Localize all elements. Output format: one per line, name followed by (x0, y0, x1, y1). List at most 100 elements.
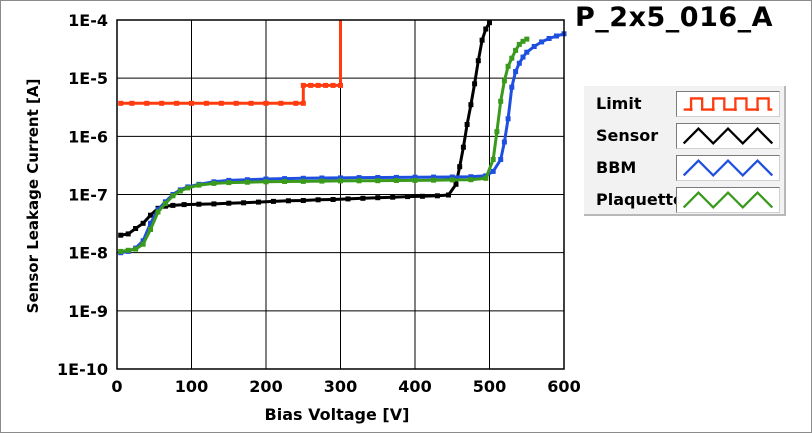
data-point (375, 175, 381, 180)
legend-label-sensor: Sensor (596, 126, 659, 145)
y-tick-label: 1E-5 (68, 69, 108, 88)
data-point (531, 44, 537, 49)
x-tick-label: 600 (547, 377, 580, 396)
y-axis-label: Sensor Leakage Current [A] (24, 79, 42, 314)
data-point (546, 36, 552, 41)
data-point (524, 36, 530, 42)
data-point (278, 100, 284, 106)
data-point (516, 41, 522, 47)
data-point (263, 179, 269, 185)
data-point (393, 178, 399, 183)
data-point (196, 182, 202, 188)
data-point (539, 39, 545, 45)
x-tick-label: 200 (249, 377, 282, 396)
data-point (170, 202, 176, 208)
data-point (162, 201, 168, 206)
data-point (498, 157, 504, 162)
data-point (356, 178, 362, 184)
x-tick-label: 300 (324, 377, 357, 396)
legend-swatch-bbm (676, 155, 780, 181)
data-point (233, 100, 239, 106)
x-tick-label: 500 (473, 377, 506, 396)
data-point (345, 196, 351, 202)
data-point (483, 26, 489, 32)
data-point (524, 49, 530, 55)
data-point (118, 248, 124, 254)
y-tick-label: 1E-9 (68, 302, 108, 321)
data-point (487, 20, 492, 26)
data-point (300, 198, 306, 203)
data-point (211, 180, 217, 186)
legend-swatch-sensor (676, 123, 780, 149)
data-point (118, 232, 124, 238)
data-point (501, 139, 507, 145)
chart-title: P_2x5_016_A (575, 2, 774, 33)
series-plaquette (118, 36, 530, 254)
legend-item-limit: Limit (584, 88, 784, 120)
legend-item-plaquette: Plaquette (584, 184, 784, 216)
data-point (226, 180, 232, 186)
data-point (509, 55, 515, 61)
data-point (509, 84, 515, 90)
data-point (241, 200, 247, 206)
y-tick-label: 1E-7 (68, 186, 108, 205)
data-point (431, 174, 437, 180)
data-point (338, 175, 343, 181)
data-point (505, 116, 511, 122)
data-point (468, 174, 474, 180)
data-point (412, 177, 418, 183)
legend-label-plaquette: Plaquette (596, 190, 684, 209)
legend-label-bbm: BBM (596, 158, 637, 177)
data-point (129, 100, 135, 106)
data-point (338, 82, 343, 88)
axes: 0 100 200 300 400 500 600 1E-10 1E-9 1E-8 1E-7 1E-6… (57, 11, 581, 396)
data-point (133, 246, 139, 252)
data-point (472, 81, 478, 87)
data-point (140, 238, 146, 244)
data-point (125, 231, 131, 237)
x-tick-label: 100 (175, 377, 208, 396)
data-point (513, 47, 519, 53)
data-point (360, 195, 366, 201)
y-tick-label: 1E-4 (68, 11, 108, 30)
data-point (475, 58, 481, 64)
data-point (405, 194, 411, 200)
data-point (226, 200, 232, 206)
data-point (356, 175, 362, 181)
data-point (457, 164, 463, 170)
data-point (494, 129, 500, 135)
data-point (285, 198, 291, 204)
data-point (505, 63, 511, 69)
data-point (449, 174, 455, 180)
data-point (189, 100, 194, 106)
data-point (140, 220, 146, 226)
legend: Limit Sensor BBM Plaquette (584, 86, 786, 216)
legend-swatch-plaquette (676, 187, 780, 213)
data-point (263, 176, 269, 182)
legend-item-sensor: Sensor (584, 120, 784, 152)
data-point (181, 202, 187, 208)
data-point (185, 185, 191, 191)
data-point (125, 247, 131, 253)
data-point (256, 199, 261, 205)
data-point (196, 201, 202, 207)
data-point (155, 209, 161, 215)
y-tick-label: 1E-6 (68, 127, 108, 146)
data-point (323, 82, 329, 88)
data-point (148, 220, 153, 226)
data-point (300, 178, 306, 184)
data-point (148, 227, 153, 232)
data-point (144, 100, 150, 106)
data-point (118, 100, 124, 106)
data-point (449, 177, 455, 183)
data-point (300, 82, 306, 88)
data-point (282, 179, 288, 184)
data-point (270, 198, 276, 204)
data-point (460, 144, 466, 150)
data-point (446, 192, 451, 198)
data-point (203, 100, 209, 106)
data-point (490, 168, 496, 174)
data-point (308, 82, 314, 88)
data-point (293, 100, 299, 106)
data-point (282, 176, 288, 182)
